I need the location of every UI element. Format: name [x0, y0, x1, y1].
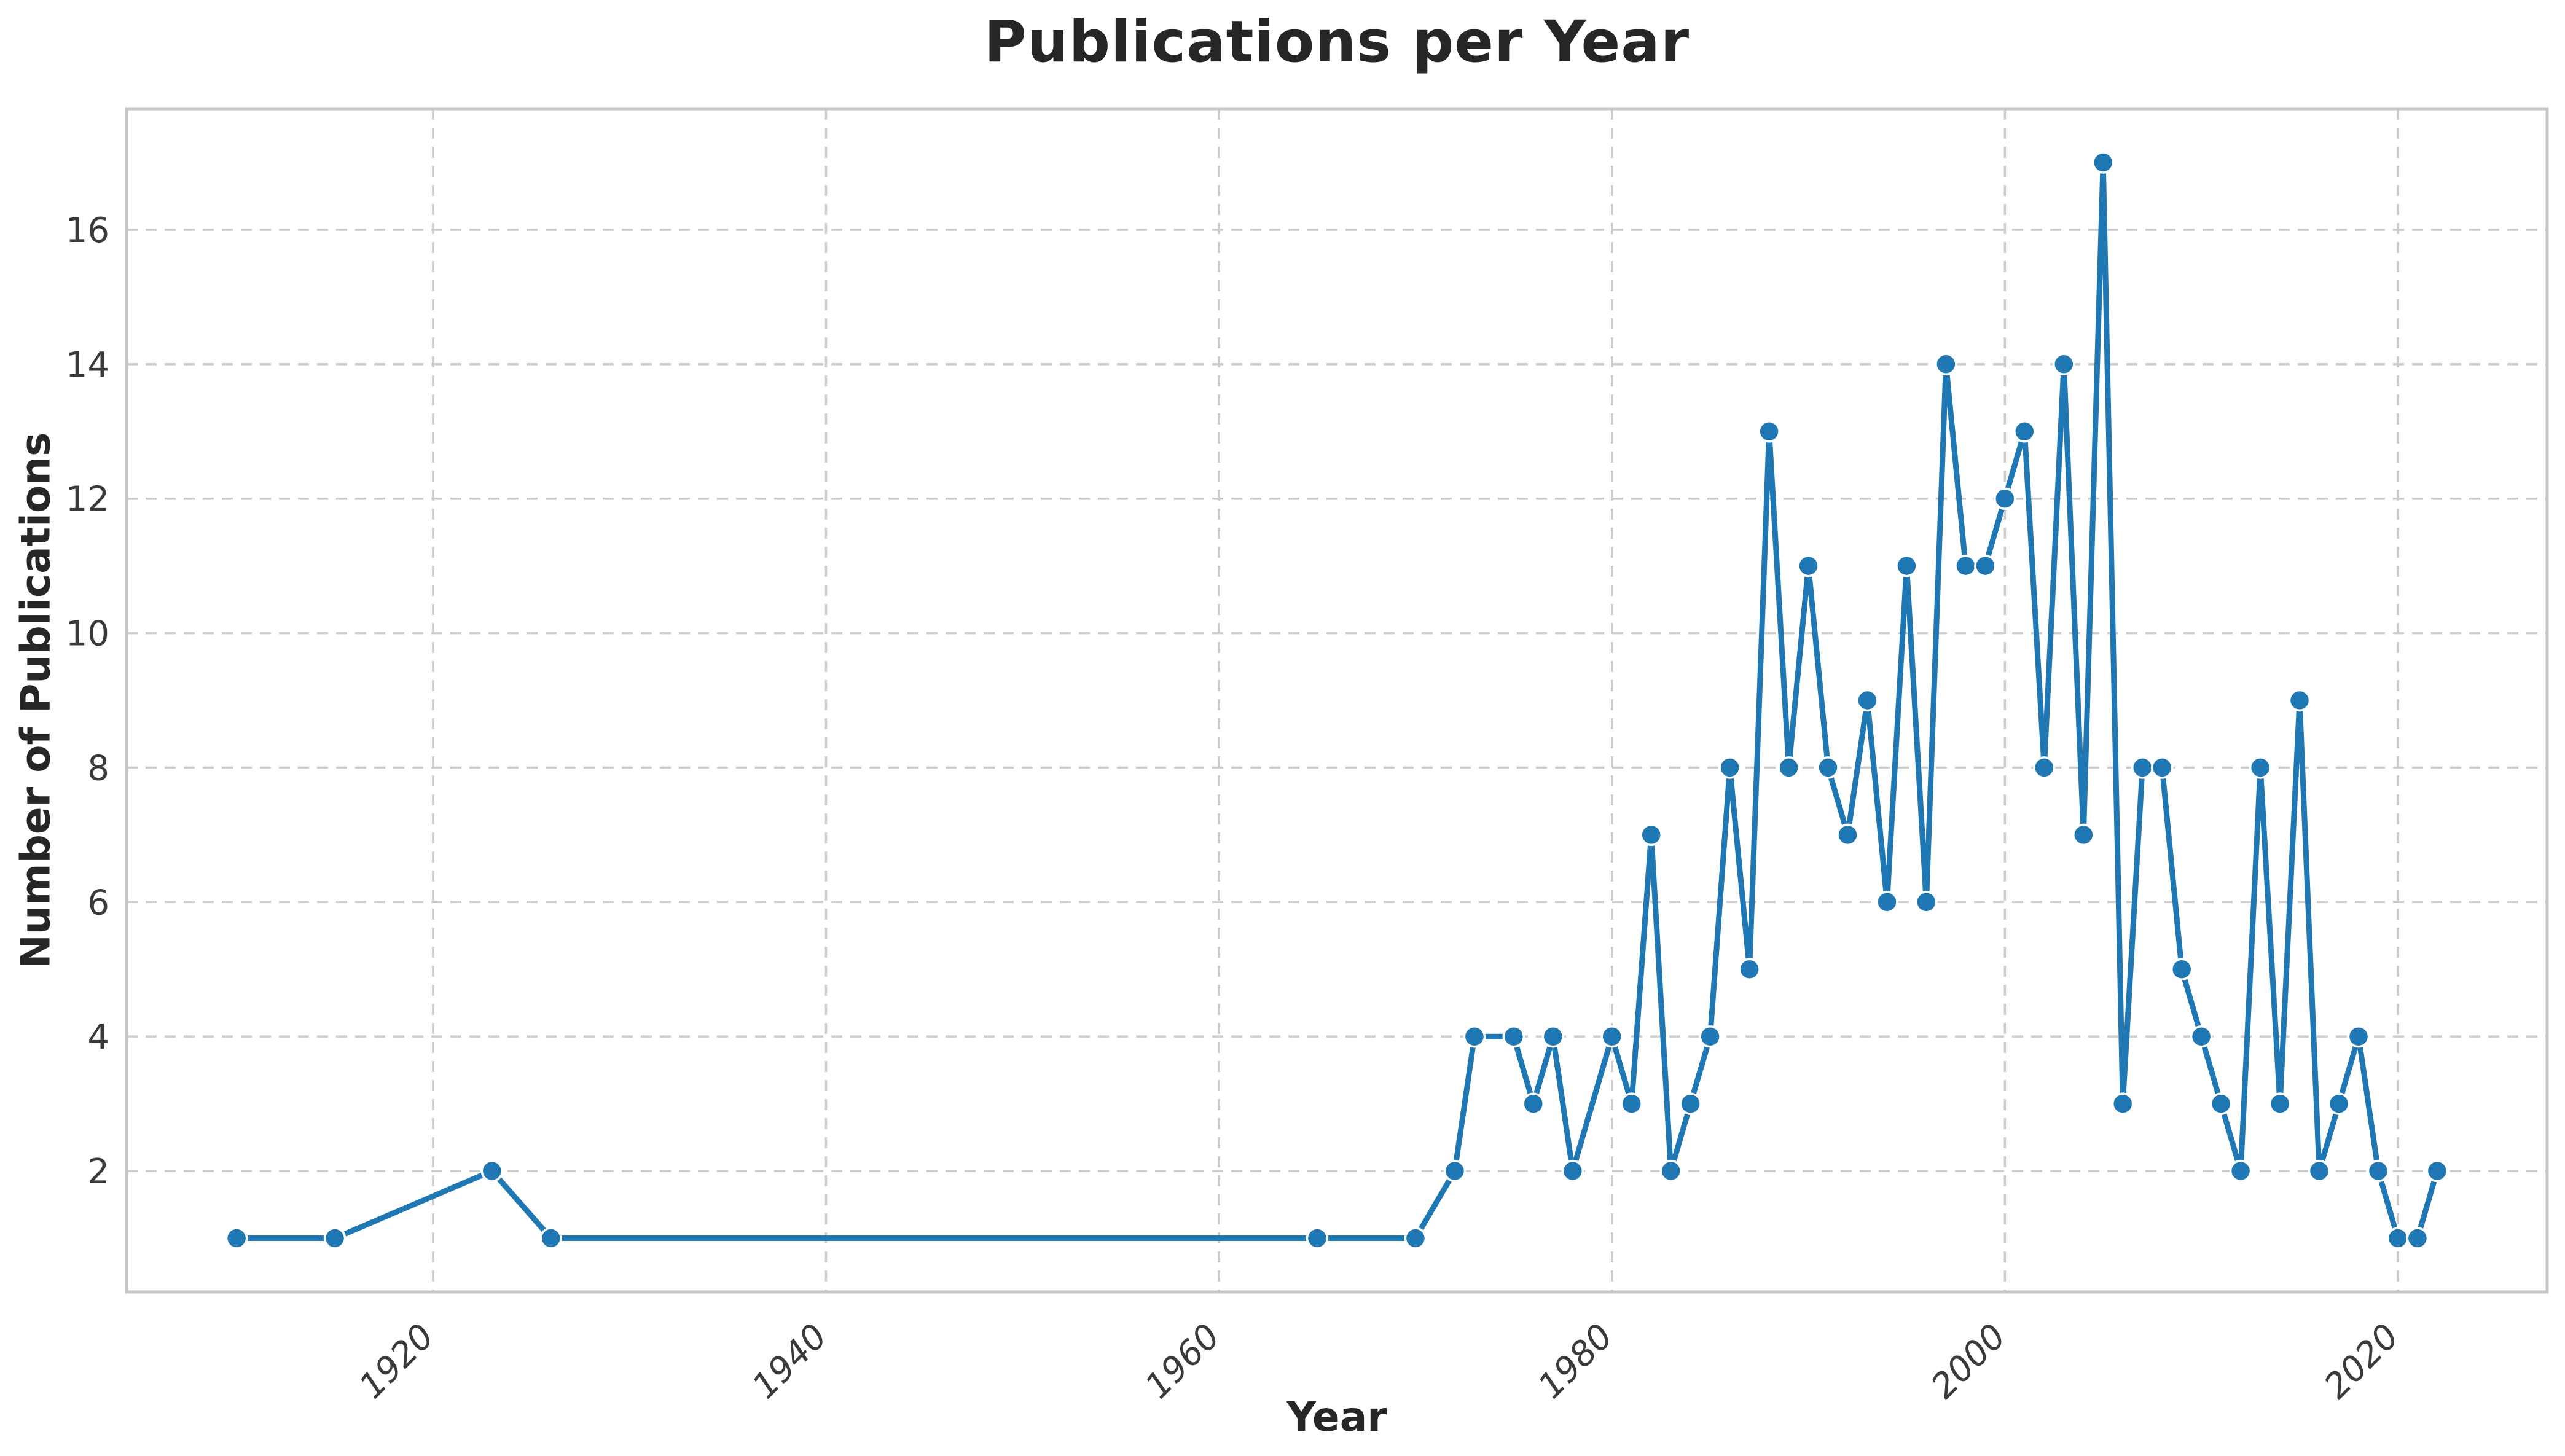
data-point [2229, 1159, 2252, 1183]
data-point [1404, 1227, 1427, 1250]
y-tick-label: 14 [66, 345, 109, 385]
data-point [2426, 1159, 2449, 1183]
data-point [2033, 756, 2056, 779]
data-point [2367, 1159, 2390, 1183]
data-point [2053, 353, 2075, 376]
data-point [1895, 554, 1918, 577]
data-point [225, 1227, 248, 1250]
data-point [1974, 554, 1997, 577]
data-point [480, 1159, 504, 1183]
y-tick-label: 12 [66, 480, 109, 520]
data-point [2013, 420, 2036, 443]
data-point [1699, 1025, 1721, 1048]
gridlines [127, 109, 2547, 1292]
data-point [1561, 1159, 1584, 1183]
data-point [2327, 1092, 2351, 1115]
data-point [1522, 1092, 1545, 1115]
data-point [1718, 756, 1741, 779]
data-point [2190, 1025, 2213, 1048]
data-point [1541, 1025, 1565, 1048]
data-point [1935, 353, 1957, 376]
data-point [1679, 1092, 1702, 1115]
data-point [2091, 151, 2115, 174]
data-point [1797, 554, 1820, 577]
data-point [2170, 958, 2193, 980]
y-tick-label: 10 [66, 614, 109, 654]
data-point [1915, 891, 1938, 914]
x-tick-label: 1920 [352, 1317, 442, 1407]
x-tick-label: 1980 [1530, 1317, 1621, 1407]
data-point [2150, 756, 2174, 779]
data-point [2072, 823, 2095, 847]
data-point [2308, 1159, 2331, 1183]
data-point [1640, 823, 1662, 847]
data-point [2386, 1227, 2410, 1250]
x-tick-label: 2020 [2317, 1317, 2407, 1407]
y-tick-label: 16 [66, 211, 109, 251]
axes-spines [125, 107, 2549, 1294]
data-series [225, 151, 2449, 1250]
y-tick-label: 4 [87, 1017, 109, 1057]
chart-title: Publications per Year [984, 9, 1690, 76]
data-point [1836, 823, 1859, 847]
data-point [2406, 1227, 2429, 1250]
data-point [1620, 1092, 1643, 1115]
data-point [2347, 1025, 2370, 1048]
x-tick-label: 2000 [1924, 1317, 2014, 1407]
data-point [1600, 1025, 1623, 1048]
data-point [539, 1227, 563, 1250]
data-point [1954, 554, 1977, 577]
x-axis-label: Year [1286, 1393, 1387, 1441]
data-point [1876, 891, 1898, 914]
y-tick-labels: 2 4 6 8 10 12 14 16 [66, 211, 109, 1192]
data-point [1738, 958, 1761, 980]
data-point [2249, 756, 2272, 779]
data-point [1659, 1159, 1682, 1183]
axes-border [125, 107, 2549, 1294]
y-tick-label: 6 [87, 883, 109, 923]
data-point [2111, 1092, 2134, 1115]
data-point [1994, 487, 2016, 510]
data-point [1758, 420, 1780, 443]
series-line [233, 160, 2440, 1241]
data-point [2268, 1092, 2292, 1115]
x-tick-label: 1940 [745, 1317, 835, 1407]
data-point [2288, 689, 2311, 712]
y-tick-label: 8 [87, 748, 109, 788]
data-point [1777, 756, 1800, 779]
data-point [1443, 1159, 1467, 1183]
data-point [2209, 1092, 2233, 1115]
data-point [1463, 1025, 1486, 1048]
x-tick-labels: 1920 1940 1960 1980 2000 2020 [352, 1317, 2407, 1407]
data-point [1306, 1227, 1329, 1250]
data-point [323, 1227, 347, 1250]
data-point [1502, 1025, 1525, 1048]
x-tick-label: 1960 [1138, 1317, 1228, 1407]
data-point [1817, 756, 1839, 779]
y-tick-label: 2 [87, 1152, 109, 1192]
data-point [1856, 689, 1879, 712]
data-point [2131, 756, 2154, 779]
